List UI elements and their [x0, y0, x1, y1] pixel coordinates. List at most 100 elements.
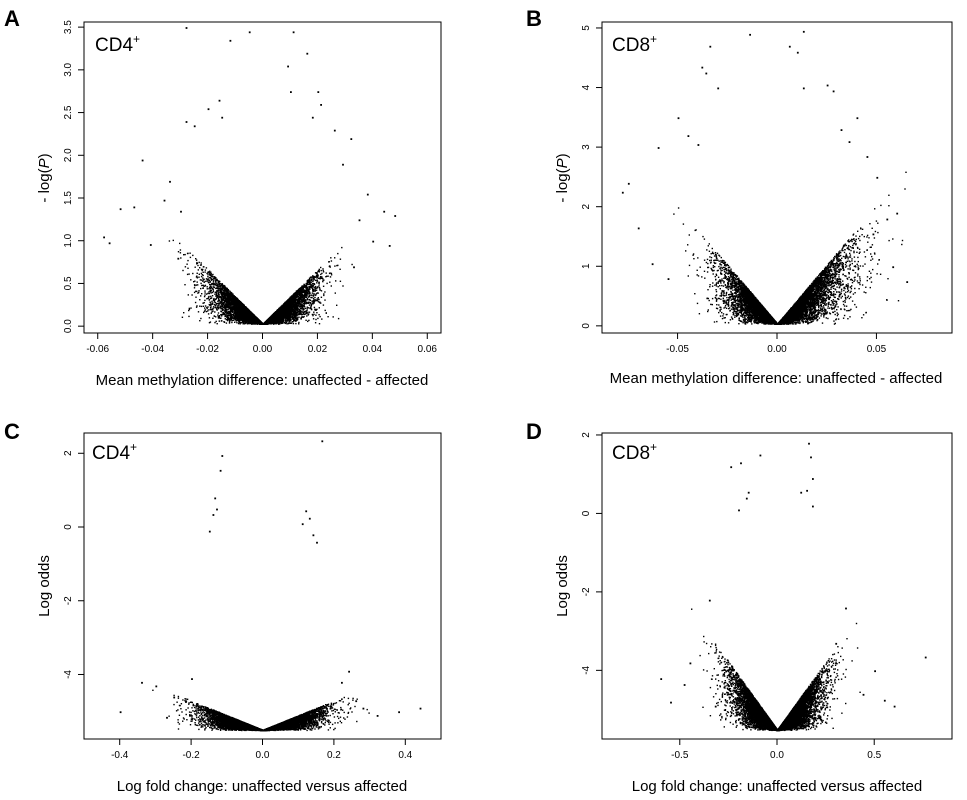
data-point	[215, 304, 217, 306]
data-point	[217, 308, 220, 310]
data-point	[187, 267, 189, 269]
data-point	[222, 303, 225, 306]
data-point	[218, 299, 220, 301]
data-point	[314, 279, 317, 282]
data-point	[322, 280, 324, 283]
data-point	[218, 320, 220, 322]
data-point	[190, 307, 192, 309]
data-point	[220, 314, 222, 316]
data-point	[202, 305, 205, 307]
data-point	[320, 277, 322, 279]
data-point	[287, 320, 289, 322]
data-point	[334, 257, 336, 259]
data-point	[199, 320, 201, 322]
data-point	[208, 276, 211, 279]
data-point	[206, 307, 208, 310]
data-point	[184, 284, 186, 286]
data-point	[305, 301, 307, 303]
data-point	[213, 286, 215, 288]
data-point	[217, 286, 219, 288]
data-point	[313, 292, 315, 295]
panel-a: A CD4+ -0.06 -0.04 -0.02 0.00 0.02 0.04 0.06 0…	[4, 6, 442, 389]
data-point	[202, 277, 204, 279]
data-point	[195, 284, 197, 286]
data-point	[317, 275, 319, 277]
data-point	[199, 305, 201, 307]
data-point	[308, 319, 310, 322]
data-point	[244, 322, 247, 324]
data-point	[225, 322, 228, 324]
data-point	[188, 308, 191, 311]
data-point	[303, 306, 306, 308]
data-point	[207, 296, 210, 298]
data-point	[327, 316, 329, 318]
data-point	[217, 284, 219, 286]
data-point	[315, 293, 318, 295]
data-point	[215, 305, 217, 307]
data-point	[200, 317, 202, 320]
data-point	[194, 301, 197, 304]
data-point	[184, 266, 187, 268]
data-point	[199, 267, 201, 269]
data-point	[211, 295, 214, 297]
data-point	[308, 304, 311, 306]
data-point	[212, 310, 214, 312]
data-point	[202, 271, 204, 273]
data-point	[326, 282, 328, 285]
data-point	[315, 289, 318, 291]
data-point	[195, 259, 198, 261]
data-point	[189, 256, 192, 259]
data-point	[322, 269, 324, 272]
data-point	[219, 285, 222, 288]
data-point	[187, 294, 189, 296]
data-point	[225, 310, 227, 313]
data-point	[313, 311, 315, 313]
data-point	[211, 311, 213, 313]
data-point	[181, 316, 184, 318]
data-point	[305, 290, 307, 293]
data-point	[298, 304, 300, 306]
data-point	[216, 296, 219, 298]
data-point	[330, 274, 333, 276]
data-point	[200, 305, 203, 308]
data-point	[211, 300, 213, 303]
data-point	[215, 320, 217, 323]
data-point	[306, 306, 308, 308]
data-point	[197, 284, 199, 286]
data-point	[312, 280, 314, 283]
data-point	[218, 307, 220, 309]
data-point	[194, 266, 196, 268]
data-point	[321, 276, 323, 278]
data-point	[201, 293, 203, 295]
data-point	[339, 280, 342, 282]
data-point	[211, 275, 213, 278]
data-point	[197, 292, 199, 294]
data-point	[188, 315, 190, 318]
data-point	[318, 307, 320, 309]
data-point	[212, 288, 214, 290]
data-point	[225, 319, 228, 321]
data-point	[321, 318, 323, 320]
data-point	[212, 306, 215, 308]
data-point	[311, 313, 314, 316]
data-point	[221, 315, 223, 317]
data-point	[310, 294, 313, 296]
data-point	[313, 306, 316, 309]
data-point	[216, 307, 218, 310]
data-point	[236, 319, 238, 321]
data-point	[183, 312, 185, 314]
data-point	[188, 309, 190, 312]
data-point	[184, 253, 186, 256]
data-point	[205, 310, 208, 313]
data-point	[198, 261, 200, 264]
data-point	[320, 266, 322, 269]
data-point	[309, 276, 312, 278]
data-point	[210, 309, 213, 311]
data-point	[172, 239, 174, 242]
data-point	[213, 280, 215, 282]
data-point	[298, 316, 300, 318]
data-point	[201, 274, 203, 276]
data-point	[215, 283, 217, 285]
data-point	[194, 284, 196, 287]
